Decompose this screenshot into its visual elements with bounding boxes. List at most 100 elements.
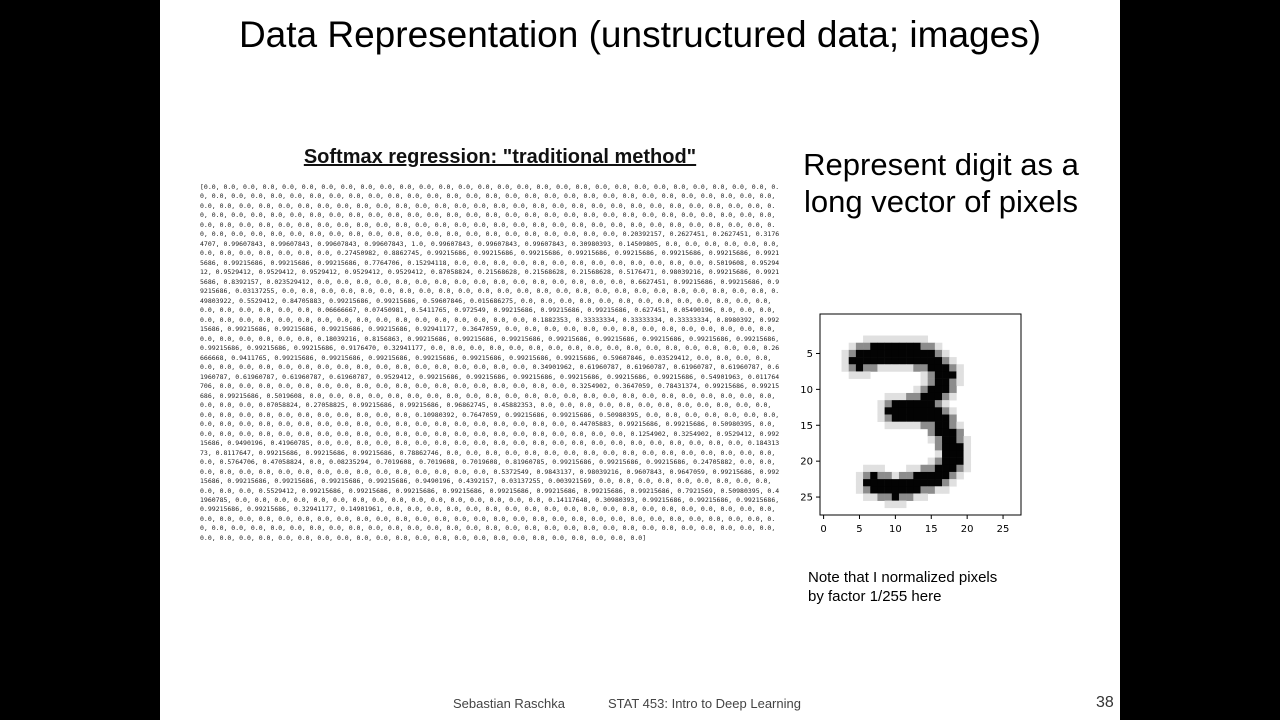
pixel-cell <box>877 464 885 473</box>
pixel-cell <box>949 378 957 387</box>
pixel-cell <box>927 421 936 430</box>
pixel-cell <box>898 364 907 372</box>
pixel-cell <box>898 400 907 408</box>
pixel-cell <box>956 464 964 473</box>
pixel-cell <box>884 479 893 487</box>
pixel-cell <box>841 364 850 372</box>
pixel-cell <box>913 357 921 365</box>
plot-frame <box>819 313 1022 516</box>
pixel-cell <box>934 400 943 408</box>
pixel-cell <box>848 349 857 358</box>
pixel-cell <box>913 421 921 430</box>
pixel-cell <box>920 364 928 372</box>
pixel-cell <box>870 471 878 480</box>
pixel-cell <box>942 371 950 379</box>
pixel-cell <box>956 436 964 444</box>
pixel-cell <box>906 486 914 494</box>
pixel-cell <box>884 335 893 344</box>
pixel-cell <box>942 414 950 422</box>
pixel-cell <box>949 428 957 437</box>
pixel-cell <box>934 450 943 458</box>
pixel-cell <box>920 385 928 394</box>
pixel-cell <box>927 457 936 466</box>
pixel-cell <box>942 464 950 473</box>
pixel-cell <box>949 407 957 415</box>
pixel-cell <box>956 443 964 451</box>
pixel-cell <box>934 407 943 415</box>
pixel-cell <box>898 407 907 415</box>
pixel-cell <box>870 342 878 351</box>
pixel-cell <box>956 371 964 379</box>
pixel-cell <box>906 471 914 480</box>
pixel-cell <box>855 349 864 358</box>
pixel-cell <box>898 342 907 351</box>
pixel-cell <box>927 486 936 494</box>
pixel-cell <box>863 349 871 358</box>
pixel-cell <box>870 486 878 494</box>
pixel-cell <box>949 421 957 430</box>
pixel-cell <box>942 357 950 365</box>
pixel-cell <box>934 421 943 430</box>
pixel-cell <box>949 436 957 444</box>
pixel-cell <box>884 364 893 372</box>
represent-digit-heading: Represent digit as a long vector of pixe… <box>782 146 1100 220</box>
pixel-cell <box>942 428 950 437</box>
pixel-cell <box>913 479 921 487</box>
x-tick-label: 15 <box>925 524 938 535</box>
pixel-cell <box>884 414 893 422</box>
pixel-cell <box>913 364 921 372</box>
pixel-cell <box>949 414 957 422</box>
pixel-cell <box>913 349 921 358</box>
pixel-cell <box>898 349 907 358</box>
pixel-cell <box>884 349 893 358</box>
pixel-cell <box>863 364 871 372</box>
pixel-cell <box>848 371 857 379</box>
y-tick-label: 5 <box>807 349 813 360</box>
pixel-cell <box>949 371 957 379</box>
pixel-cell <box>949 364 957 372</box>
slide-title: Data Representation (unstructured data; … <box>238 14 1042 55</box>
pixel-cell <box>870 493 878 501</box>
pixel-cell <box>913 471 921 480</box>
pixel-cell <box>913 342 921 351</box>
pixel-cell <box>891 479 900 487</box>
pixel-cell <box>877 400 885 408</box>
pixel-cell <box>898 493 907 501</box>
pixel-cell <box>870 479 878 487</box>
pixel-cell <box>841 357 850 365</box>
pixel-cell <box>884 400 893 408</box>
pixel-cell <box>963 464 972 473</box>
pixel-cell <box>877 357 885 365</box>
pixel-cell <box>942 421 950 430</box>
pixel-cell <box>956 471 964 480</box>
pixel-cell <box>942 471 950 480</box>
pixel-cell <box>927 392 936 401</box>
pixel-cell <box>934 443 943 451</box>
pixel-cell <box>956 428 964 437</box>
pixel-cell <box>891 486 900 494</box>
pixel-cell <box>934 457 943 466</box>
pixel-cell <box>913 486 921 494</box>
pixel-cell <box>942 378 950 387</box>
pixel-cell <box>870 364 878 372</box>
pixel-cell <box>927 414 936 422</box>
pixel-cell <box>855 486 864 494</box>
pixel-cell <box>934 414 943 422</box>
pixel-cell <box>848 364 857 372</box>
y-tick-label: 20 <box>800 457 813 468</box>
pixel-cell <box>920 349 928 358</box>
pixel-cell <box>927 364 936 372</box>
pixel-cell <box>913 414 921 422</box>
footer-course: STAT 453: Intro to Deep Learning <box>608 696 801 711</box>
pixel-cell <box>927 385 936 394</box>
pixel-cell <box>898 471 907 480</box>
pixel-cell <box>942 407 950 415</box>
pixel-cell <box>927 349 936 358</box>
pixel-cell <box>884 421 893 430</box>
pixel-cell <box>906 400 914 408</box>
pixel-cell <box>934 378 943 387</box>
pixel-cell <box>863 357 871 365</box>
pixel-cell <box>877 486 885 494</box>
pixel-cell <box>906 414 914 422</box>
pixel-cell <box>927 436 936 444</box>
